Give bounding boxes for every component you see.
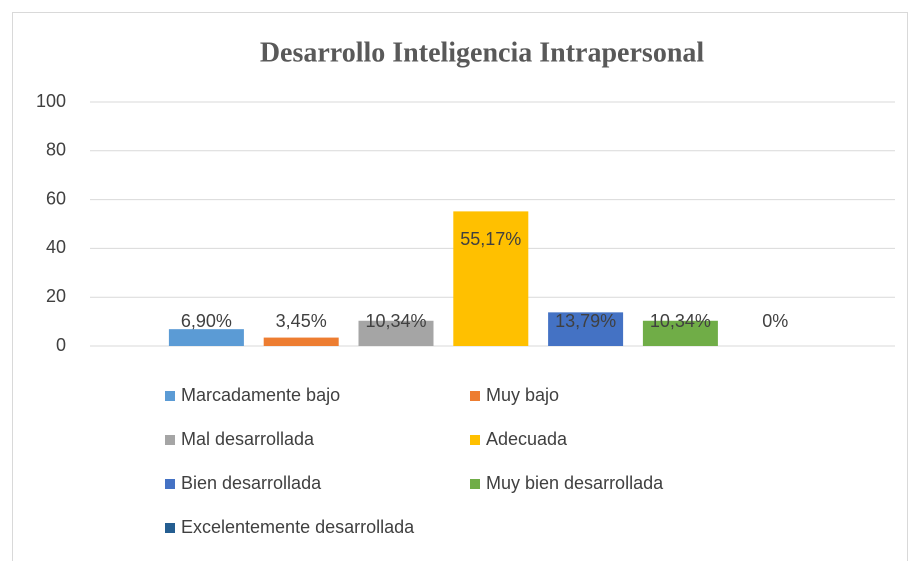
bar	[168, 329, 244, 346]
chart-title: Desarrollo Inteligencia Intrapersonal	[260, 37, 705, 68]
y-tick-label: 0	[56, 335, 66, 355]
y-tick-label: 60	[46, 188, 66, 208]
data-label: 13,79%	[555, 311, 616, 331]
legend-label: Marcadamente bajo	[181, 385, 340, 405]
y-tick-label: 100	[36, 91, 66, 111]
bar	[263, 337, 339, 346]
bar	[358, 320, 434, 346]
y-tick-label: 80	[46, 140, 66, 160]
data-label: 3,45%	[276, 311, 327, 331]
legend-swatch	[165, 523, 175, 533]
legend-label: Bien desarrollada	[181, 473, 322, 493]
bar	[548, 312, 624, 346]
data-label: 10,34%	[365, 311, 426, 331]
legend-swatch	[470, 479, 480, 489]
bar	[453, 211, 529, 346]
y-tick-label: 40	[46, 237, 66, 257]
data-label: 10,34%	[650, 311, 711, 331]
legend-swatch	[165, 435, 175, 445]
data-label: 0%	[762, 311, 788, 331]
data-label: 55,17%	[460, 229, 521, 249]
legend-swatch	[470, 435, 480, 445]
legend-label: Mal desarrollada	[181, 429, 315, 449]
data-label: 6,90%	[181, 311, 232, 331]
legend-label: Excelentemente desarrollada	[181, 517, 415, 537]
legend-label: Adecuada	[486, 429, 568, 449]
y-tick-label: 20	[46, 286, 66, 306]
legend-swatch	[165, 391, 175, 401]
legend-swatch	[470, 391, 480, 401]
legend-label: Muy bien desarrollada	[486, 473, 664, 493]
legend-label: Muy bajo	[486, 385, 559, 405]
bar	[642, 320, 718, 346]
legend-swatch	[165, 479, 175, 489]
